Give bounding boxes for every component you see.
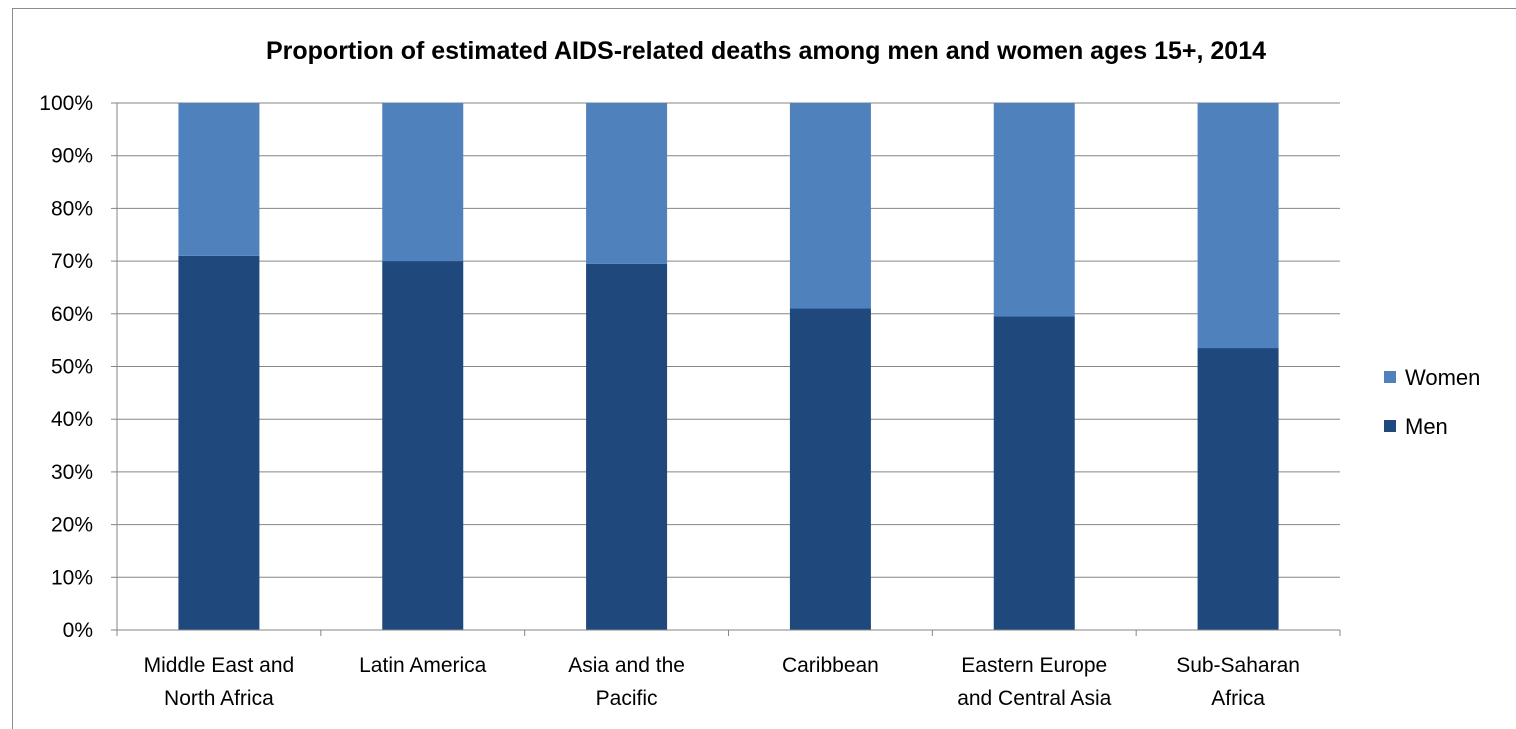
- bar-women: [382, 103, 464, 262]
- x-tick-label: Eastern Europe and Central Asia: [957, 654, 1111, 710]
- legend-label-women: Women: [1405, 365, 1480, 390]
- legend-swatch-women: [1384, 371, 1396, 383]
- bar-men: [586, 263, 668, 630]
- y-tick-label: 90%: [51, 145, 93, 168]
- bar-men: [993, 316, 1075, 630]
- y-tick-label: 100%: [39, 92, 93, 115]
- bar-women: [993, 103, 1075, 317]
- bars: [178, 103, 1279, 630]
- bar-women: [1197, 103, 1279, 349]
- x-tick-label: Middle East and North Africa: [144, 654, 295, 710]
- legend-label-men: Men: [1405, 414, 1448, 439]
- x-tick-label: Asia and the Pacific: [568, 654, 685, 710]
- bar-women: [586, 103, 668, 264]
- bar-men: [1197, 348, 1279, 630]
- chart-frame: [12, 8, 1516, 729]
- gridlines: [117, 102, 1340, 578]
- x-tick-label: Caribbean: [782, 654, 879, 677]
- y-tick-label: 10%: [51, 566, 93, 589]
- y-tick-label: 0%: [63, 619, 93, 642]
- legend: Women Men: [1384, 365, 1480, 439]
- y-tick-label: 30%: [51, 461, 93, 484]
- y-tick-label: 50%: [51, 356, 93, 379]
- y-tick-label: 40%: [51, 408, 93, 431]
- x-tick-label: Sub-Saharan Africa: [1176, 654, 1300, 710]
- bar-men: [789, 308, 871, 630]
- x-tick-label: Latin America: [359, 654, 487, 677]
- y-axis-ticks: 0% 10% 20% 30% 40% 50% 60% 70% 80% 90% 100%: [39, 92, 117, 642]
- y-tick-label: 80%: [51, 197, 93, 220]
- legend-swatch-men: [1384, 420, 1396, 432]
- bar-men: [382, 261, 464, 630]
- bar-men: [178, 255, 260, 630]
- bar-women: [789, 103, 871, 309]
- y-tick-label: 60%: [51, 303, 93, 326]
- x-axis-ticks: Middle East and North Africa Latin America…: [116, 630, 1341, 710]
- bar-women: [178, 103, 260, 256]
- chart-title: Proportion of estimated AIDS-related dea…: [266, 37, 1266, 65]
- y-tick-label: 70%: [51, 250, 93, 273]
- y-tick-label: 20%: [51, 514, 93, 537]
